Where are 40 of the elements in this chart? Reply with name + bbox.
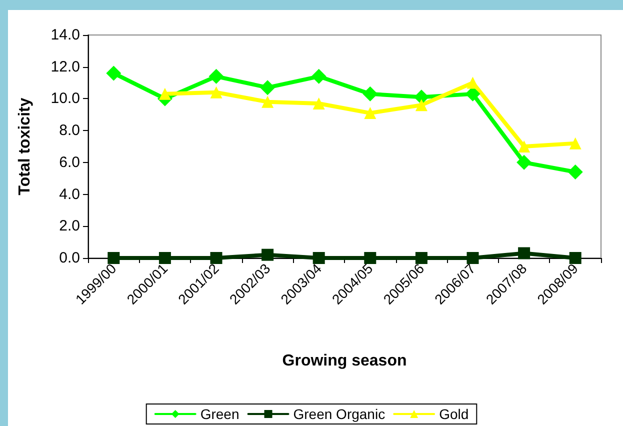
y-tick-label: 0.0 <box>59 250 80 266</box>
point <box>262 96 274 108</box>
point <box>312 97 325 110</box>
point <box>516 154 532 170</box>
point <box>364 252 376 264</box>
point <box>210 252 222 264</box>
y-axis-title: Total toxicity <box>16 98 34 196</box>
point <box>362 86 378 102</box>
point <box>466 252 479 264</box>
y-tick-label: 2.0 <box>59 218 80 235</box>
point <box>568 164 583 180</box>
point <box>569 137 582 150</box>
point <box>466 76 479 89</box>
legend-label: Gold <box>439 406 469 422</box>
point <box>518 247 530 260</box>
point <box>108 252 120 264</box>
point <box>364 107 376 120</box>
y-tick-label: 10.0 <box>50 90 80 108</box>
y-tick-label: 12.0 <box>50 58 80 76</box>
legend-label: Green Organic <box>293 406 386 422</box>
point <box>210 86 222 98</box>
point <box>311 68 326 84</box>
point <box>158 88 171 100</box>
point <box>262 248 274 261</box>
point <box>208 68 224 84</box>
point <box>415 99 428 112</box>
point <box>415 252 428 264</box>
y-tick-label: 6.0 <box>59 154 80 171</box>
y-tick-label: 14.0 <box>50 26 80 44</box>
y-tick-label: 4.0 <box>59 186 80 203</box>
point <box>260 80 276 96</box>
point <box>569 252 582 264</box>
point <box>312 252 325 264</box>
point <box>414 90 429 105</box>
point <box>158 252 171 264</box>
point <box>106 66 122 81</box>
y-tick-label: 8.0 <box>59 122 80 140</box>
x-axis-title: Growing season <box>282 352 407 370</box>
point <box>518 140 530 152</box>
legend-label: Green <box>200 406 240 422</box>
